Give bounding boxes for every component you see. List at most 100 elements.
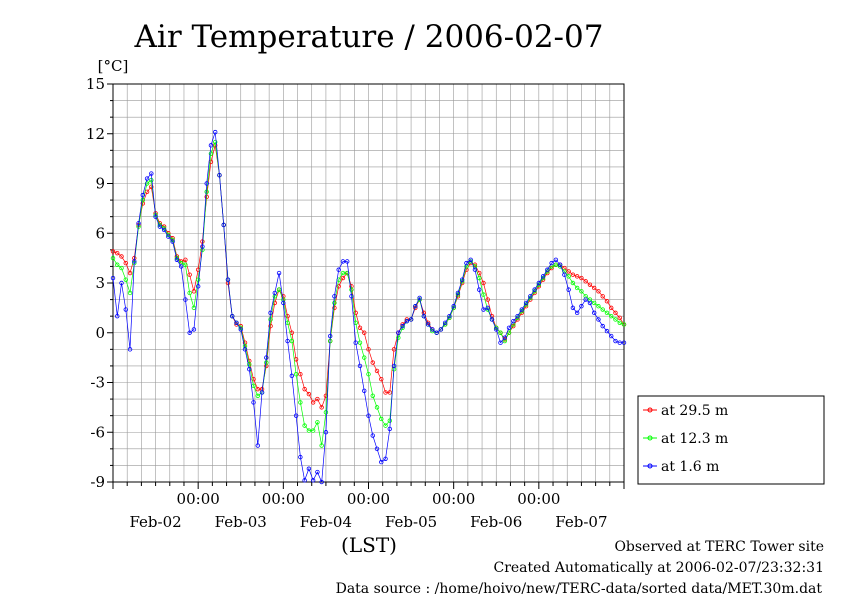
data-point [144, 176, 150, 181]
data-point [204, 189, 209, 194]
chart-title: Air Temperature / 2006-02-07 [134, 19, 604, 55]
data-point [579, 304, 584, 309]
data-point [562, 272, 567, 277]
data-point [425, 322, 431, 327]
data-point [268, 310, 273, 316]
data-point [413, 304, 418, 309]
data-point [302, 478, 307, 483]
data-point [600, 323, 605, 329]
data-point [353, 310, 358, 316]
y-tick-label: -9 [90, 473, 105, 491]
data-point [366, 372, 371, 377]
data-point [408, 317, 414, 322]
data-point [212, 129, 218, 135]
data-point [238, 327, 243, 332]
legend-label: at 12.3 m [661, 431, 728, 447]
data-point [336, 267, 341, 272]
x-date-label: Feb-04 [300, 513, 352, 531]
data-point [464, 260, 469, 266]
data-point [574, 274, 580, 279]
data-point [153, 214, 158, 219]
data-point [298, 454, 303, 460]
data-point [242, 347, 248, 352]
data-point [353, 340, 358, 345]
data-point [255, 443, 260, 448]
data-point [319, 443, 324, 448]
y-tick-label: -3 [90, 374, 105, 392]
data-point [255, 393, 260, 398]
y-tick-label: 6 [95, 224, 105, 242]
data-point [319, 405, 324, 410]
data-point [379, 376, 384, 382]
data-point [438, 327, 444, 332]
data-point [523, 300, 529, 306]
data-point [557, 262, 563, 267]
data-point [374, 446, 380, 452]
data-point [285, 313, 290, 319]
data-point [404, 318, 410, 324]
data-point [212, 139, 218, 145]
data-point [149, 171, 154, 176]
data-point [332, 305, 337, 311]
data-point [498, 340, 503, 345]
x-date-label: Feb-06 [470, 513, 522, 531]
data-point [195, 277, 201, 282]
footer-created: Created Automatically at 2006-02-07/23:3… [493, 560, 824, 576]
data-point [204, 181, 209, 186]
data-point [208, 151, 214, 156]
data-point [174, 257, 180, 262]
data-point [362, 355, 367, 360]
data-point [123, 260, 128, 266]
data-point [187, 272, 192, 277]
y-tick-label: 12 [86, 125, 105, 143]
data-point [298, 400, 303, 405]
data-point [183, 297, 188, 302]
data-point [115, 313, 120, 319]
data-point [110, 275, 116, 281]
x-time-label: 00:00 [432, 490, 475, 508]
data-point [549, 260, 554, 266]
data-point [298, 372, 303, 377]
data-point [366, 413, 371, 418]
data-point [468, 257, 473, 262]
data-point [383, 456, 388, 461]
data-point [217, 173, 222, 178]
data-point [459, 277, 465, 282]
data-point [332, 300, 337, 306]
data-point [119, 254, 124, 259]
data-point [596, 317, 601, 322]
data-point [532, 287, 537, 292]
data-point [609, 305, 614, 311]
data-point [293, 413, 299, 418]
data-point [340, 259, 346, 264]
data-point [140, 197, 146, 203]
data-point [481, 292, 486, 297]
data-point [310, 428, 316, 433]
data-point [396, 330, 401, 335]
data-point [345, 270, 350, 276]
data-point [345, 259, 350, 264]
data-point [553, 257, 559, 262]
data-point [323, 430, 329, 435]
data-point [596, 304, 601, 309]
data-point [604, 310, 610, 316]
data-point [374, 368, 380, 374]
data-point [591, 285, 597, 291]
data-point [498, 330, 503, 335]
data-point [447, 313, 452, 319]
data-point [276, 287, 282, 292]
data-point [617, 315, 622, 321]
data-point [477, 275, 482, 281]
data-point [502, 335, 507, 340]
data-point [587, 282, 593, 287]
data-point [579, 289, 584, 294]
y-axis-label: [°C] [98, 57, 129, 75]
data-point [613, 310, 618, 316]
data-point [357, 325, 363, 330]
series-3 [110, 129, 627, 485]
data-point [293, 372, 299, 377]
grid [112, 83, 625, 483]
data-point [570, 272, 576, 277]
data-point [396, 335, 401, 340]
